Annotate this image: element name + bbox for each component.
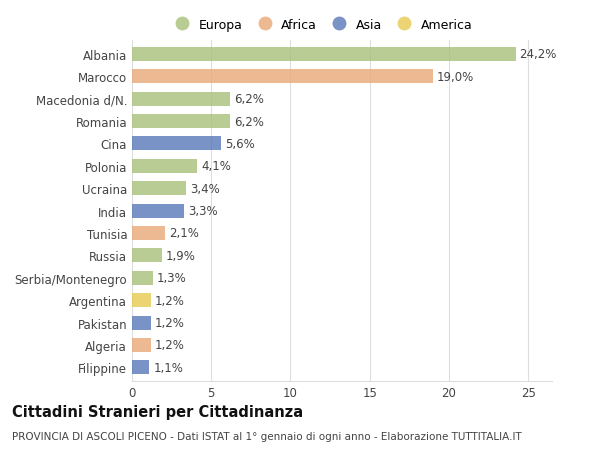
Text: 24,2%: 24,2% — [520, 48, 557, 61]
Text: 1,2%: 1,2% — [155, 339, 185, 352]
Bar — [132, 70, 433, 84]
Text: 3,3%: 3,3% — [188, 205, 218, 218]
Text: 1,1%: 1,1% — [154, 361, 183, 374]
Bar — [132, 137, 221, 151]
Bar — [132, 316, 151, 330]
Legend: Europa, Africa, Asia, America: Europa, Africa, Asia, America — [170, 19, 472, 32]
Bar — [132, 204, 184, 218]
Bar — [132, 92, 230, 106]
Text: 3,4%: 3,4% — [190, 182, 220, 195]
Text: 1,3%: 1,3% — [157, 272, 187, 285]
Bar — [132, 249, 162, 263]
Text: 1,2%: 1,2% — [155, 294, 185, 307]
Text: 6,2%: 6,2% — [234, 93, 264, 106]
Bar — [132, 294, 151, 308]
Text: 6,2%: 6,2% — [234, 115, 264, 128]
Text: PROVINCIA DI ASCOLI PICENO - Dati ISTAT al 1° gennaio di ogni anno - Elaborazion: PROVINCIA DI ASCOLI PICENO - Dati ISTAT … — [12, 431, 522, 442]
Bar — [132, 361, 149, 375]
Bar — [132, 160, 197, 174]
Text: 1,2%: 1,2% — [155, 316, 185, 330]
Bar — [132, 227, 165, 241]
Bar — [132, 115, 230, 129]
Text: 1,9%: 1,9% — [166, 249, 196, 262]
Bar — [132, 182, 186, 196]
Bar — [132, 48, 515, 62]
Bar — [132, 338, 151, 352]
Text: Cittadini Stranieri per Cittadinanza: Cittadini Stranieri per Cittadinanza — [12, 404, 303, 419]
Text: 5,6%: 5,6% — [225, 138, 254, 151]
Text: 4,1%: 4,1% — [201, 160, 231, 173]
Text: 19,0%: 19,0% — [437, 71, 475, 84]
Bar — [132, 271, 152, 285]
Text: 2,1%: 2,1% — [169, 227, 199, 240]
